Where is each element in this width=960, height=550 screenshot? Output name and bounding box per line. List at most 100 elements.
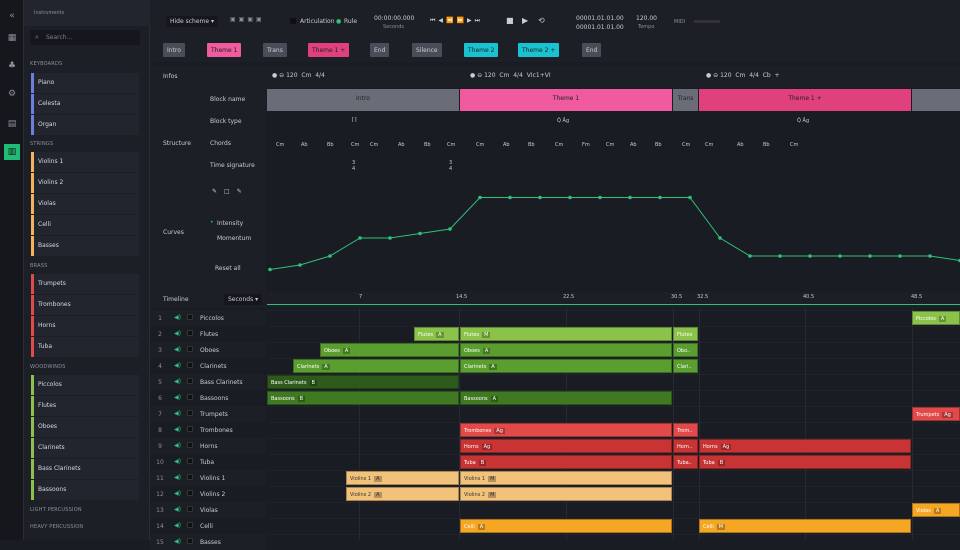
clip-bassoons[interactable]: Bassoons B [267, 391, 459, 405]
inst-horns[interactable]: Horns [31, 316, 139, 336]
clip-tuba[interactable]: Tuba B [460, 455, 672, 469]
speaker-icon[interactable]: ◀) [174, 378, 181, 385]
solo-toggle[interactable] [187, 346, 193, 352]
curve-point[interactable] [568, 195, 572, 200]
inst-basses[interactable]: Basses [31, 236, 139, 256]
hide-scheme-select[interactable]: Hide scheme ▾ [166, 16, 218, 27]
category-woodwinds[interactable]: WOODWINDS [30, 364, 66, 370]
clip-tuba_t[interactable]: Tuba.. [673, 455, 698, 469]
chord-16[interactable]: Cm [682, 142, 691, 148]
clip-variant-badge[interactable]: M [482, 332, 491, 338]
piano-icon[interactable]: ▥ [4, 144, 20, 160]
chord-6[interactable]: Bb [424, 142, 431, 148]
curve-point[interactable] [268, 267, 272, 272]
clip-flutes[interactable]: Flutes M [460, 327, 672, 341]
block-silence[interactable]: Silence [412, 43, 442, 57]
intro-controls[interactable]: ● ⊖ 120 Cm 4/4 [272, 72, 325, 79]
category-light-percussion[interactable]: LIGHT PERCUSSION [30, 507, 82, 513]
seconds-select[interactable]: Seconds ▾ [224, 294, 263, 305]
chord-3[interactable]: Cm [351, 142, 360, 148]
inst-bass-clarinets[interactable]: Bass Clarinets [31, 459, 139, 479]
curve-point[interactable] [478, 195, 482, 200]
chord-4[interactable]: Cm [370, 142, 379, 148]
track-row[interactable]: 3 ◀) Oboes [150, 342, 266, 358]
chord-0[interactable]: Cm [276, 142, 285, 148]
chord-12[interactable]: Fm [582, 142, 590, 148]
clip-variant-badge[interactable]: A [374, 476, 382, 482]
clip-variant-badge[interactable]: A [482, 348, 491, 354]
block-trans[interactable]: Trans [263, 43, 287, 57]
block-type-theme1plus[interactable]: Q̄ Āg [797, 118, 810, 124]
clip-celli[interactable]: Celli M [699, 519, 911, 533]
clip-bassoons[interactable]: Bassoons A [460, 391, 672, 405]
chord-8[interactable]: Cm [476, 142, 485, 148]
clip-bclar[interactable]: Bass Clarinets B [267, 375, 459, 389]
track-row[interactable]: 6 ◀) Bassoons [150, 390, 266, 406]
clip-variant-badge[interactable]: Ag [720, 444, 732, 450]
clip-violas[interactable]: Violas A [912, 503, 960, 517]
reset-all-button[interactable]: Reset all [215, 265, 241, 272]
block-theme1[interactable]: Theme 1 [207, 43, 242, 57]
clip-picc[interactable]: Piccolos A [912, 311, 960, 325]
chord-14[interactable]: Ab [630, 142, 637, 148]
grid-icon[interactable]: ▦ [7, 33, 17, 43]
track-row[interactable]: 1 ◀) Piccolos [150, 310, 266, 326]
clip-horns[interactable]: Horns Ag [699, 439, 911, 453]
speaker-icon[interactable]: ◀) [174, 410, 181, 417]
document-icon[interactable]: ▤ [7, 119, 17, 129]
solo-toggle[interactable] [187, 442, 193, 448]
clip-tuba[interactable]: Tuba B [699, 455, 911, 469]
solo-toggle[interactable] [187, 362, 193, 368]
inst-trombones[interactable]: Trombones [31, 295, 139, 315]
inst-piano[interactable]: Piano [31, 73, 139, 93]
curve-point[interactable] [358, 236, 362, 240]
clip-variant-badge[interactable]: Ag [494, 428, 505, 434]
block-type-intro[interactable]: Ī Ī [352, 118, 357, 124]
speaker-icon[interactable]: ◀) [174, 346, 181, 353]
track-row[interactable]: 13 ◀) Violas [150, 502, 266, 518]
clip-clar_t[interactable]: Clari.. [673, 359, 698, 373]
clip-variant-badge[interactable]: A [436, 332, 444, 338]
clip-flutes[interactable]: Flutes A [414, 327, 459, 341]
inst-flutes[interactable]: Flutes [31, 396, 139, 416]
curve-point[interactable] [748, 254, 752, 258]
speaker-icon[interactable]: ◀) [174, 426, 181, 433]
solo-toggle[interactable] [187, 314, 193, 320]
key-field-2[interactable]: Cm [499, 72, 510, 79]
tempo-field-3[interactable]: 120 [720, 72, 732, 79]
clip-clar[interactable]: Clarinets A [460, 359, 672, 373]
speaker-icon[interactable]: ◀) [174, 458, 181, 465]
chord-7[interactable]: Cm [447, 142, 456, 148]
curve-point[interactable] [688, 195, 692, 200]
clip-variant-badge[interactable]: A [342, 348, 351, 354]
inst-bassoons[interactable]: Bassoons [31, 480, 139, 500]
speaker-icon[interactable]: ◀) [174, 474, 181, 481]
curve-point[interactable] [298, 263, 302, 267]
speaker-icon[interactable]: ◀) [174, 314, 181, 321]
clip-oboes[interactable]: Oboes A [460, 343, 672, 357]
clip-celli[interactable]: Celli A [460, 519, 672, 533]
sig-field-2[interactable]: 4/4 [513, 72, 523, 79]
inst-clarinets[interactable]: Clarinets [31, 438, 139, 458]
curve-tools[interactable]: ✎□✎ [212, 188, 249, 195]
clip-variant-badge[interactable]: B [297, 396, 306, 402]
inst-organ[interactable]: Organ [31, 115, 139, 135]
block-end-2[interactable]: End [582, 43, 602, 57]
category-keyboards[interactable]: KEYBOARDS [30, 61, 63, 67]
inst-trumpets[interactable]: Trumpets [31, 274, 139, 294]
play-icon[interactable]: ▶ [522, 16, 529, 25]
block-theme2plus[interactable]: Theme 2 + [518, 43, 560, 57]
theme1-controls[interactable]: ● ⊖ 120 Cm 4/4 VIc1+VI [470, 72, 551, 79]
clip-clar[interactable]: Clarinets A [293, 359, 459, 373]
clip-variant-badge[interactable]: M [488, 476, 497, 482]
tempo-field-2[interactable]: 120 [484, 72, 496, 79]
clip-oboes_t[interactable]: Obo.. [673, 343, 698, 357]
category-strings[interactable]: STRINGS [30, 141, 54, 147]
inst-tuba[interactable]: Tuba [31, 337, 139, 357]
intensity-curve[interactable] [267, 178, 960, 290]
articulation-checkbox[interactable] [290, 18, 296, 24]
intensity-label[interactable]: Intensity [217, 220, 244, 227]
solo-toggle[interactable] [187, 410, 193, 416]
